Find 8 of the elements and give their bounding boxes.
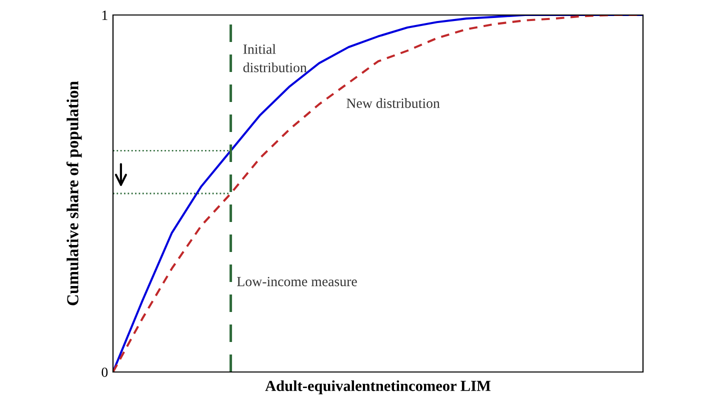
y-tick-label: 1: [102, 10, 108, 20]
annotation: Low-income measure: [237, 276, 357, 286]
y-tick-label: 0: [102, 368, 108, 377]
x-axis-title: Adult-equivalentnetincomeor LIM: [265, 380, 491, 394]
annotation: Initial distribution: [243, 44, 307, 72]
y-axis-title: Cumulative share of population: [66, 81, 82, 306]
annotation: New distribution: [346, 98, 440, 108]
line-series: [113, 15, 643, 372]
